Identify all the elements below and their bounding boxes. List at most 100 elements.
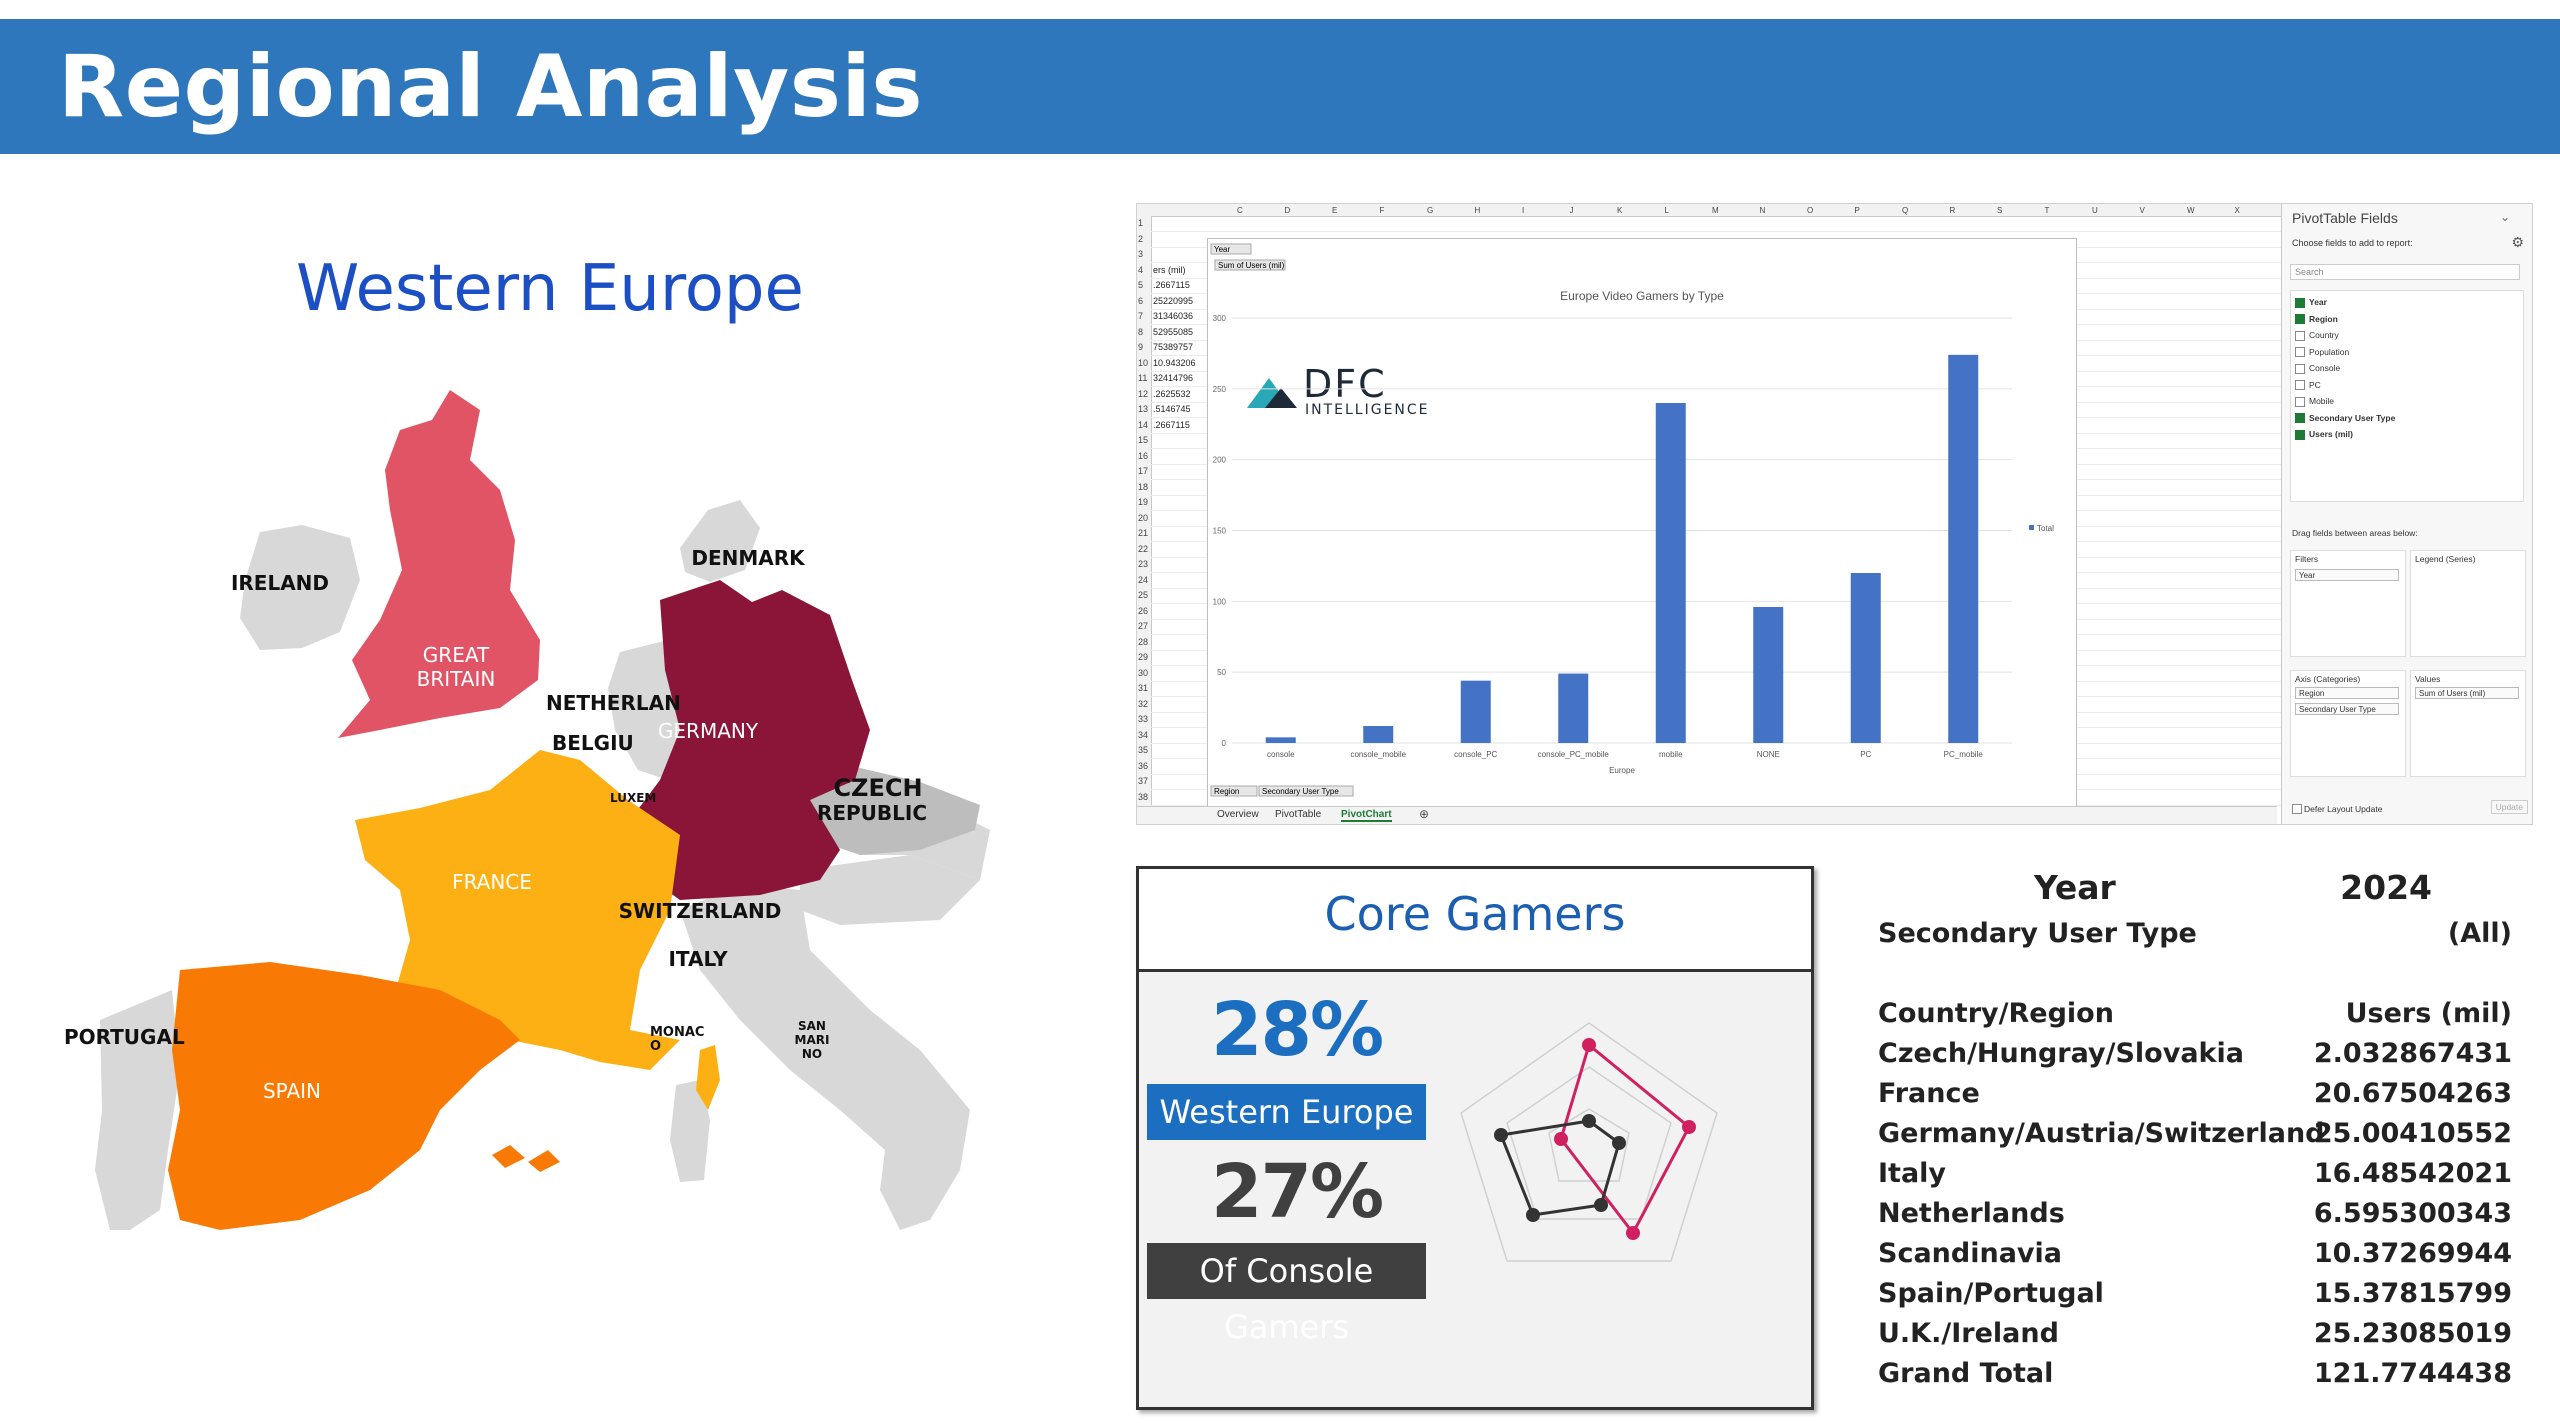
checkbox[interactable] — [2295, 429, 2305, 440]
cell-value[interactable]: 31346036 — [1153, 311, 1194, 321]
cell-value[interactable]: 75389757 — [1153, 342, 1194, 352]
column-letter[interactable]: J — [1570, 206, 1574, 215]
great-britain-shape — [338, 390, 540, 738]
checkbox[interactable] — [2295, 363, 2305, 374]
bar-console_PC[interactable] — [1460, 680, 1491, 743]
sheet-tab-pivotchart[interactable]: PivotChart — [1341, 809, 1392, 822]
column-letter[interactable]: P — [1855, 206, 1860, 215]
users-cell: 10.37269944 — [2313, 1238, 2512, 1269]
sheet-tab-overview[interactable]: Overview — [1217, 809, 1259, 820]
bar-PC_mobile[interactable] — [1948, 354, 1979, 743]
values-area[interactable]: Values Sum of Users (mil) — [2410, 670, 2526, 777]
bar-console_mobile[interactable] — [1363, 726, 1394, 743]
row-number: 10 — [1138, 357, 1149, 368]
gridline — [1151, 231, 2281, 232]
cell-value[interactable]: .2625532 — [1153, 388, 1191, 399]
map-label-czech-1: CZECH — [833, 774, 922, 802]
bar-console[interactable] — [1265, 737, 1296, 743]
column-letter[interactable]: T — [2045, 206, 2050, 215]
column-letter[interactable]: Q — [1902, 206, 1908, 215]
core-gamers-header: Core Gamers — [1139, 869, 1811, 972]
update-button[interactable]: Update — [2490, 800, 2528, 814]
column-letter[interactable]: S — [1997, 206, 2002, 215]
region-cell: Czech/Hungray/Slovakia — [1878, 1038, 2244, 1069]
gear-icon[interactable]: ⚙ — [2511, 234, 2524, 250]
column-letter[interactable]: U — [2092, 206, 2098, 215]
add-sheet-icon[interactable]: ⊕ — [1419, 807, 1430, 821]
bar-PC[interactable] — [1850, 573, 1881, 743]
pivot-field-item[interactable]: Console — [2295, 363, 2340, 374]
column-letter[interactable]: G — [1427, 206, 1433, 215]
cell-value[interactable]: 52955085 — [1153, 326, 1194, 337]
checkbox[interactable] — [2295, 396, 2305, 407]
column-letter[interactable]: R — [1950, 206, 1956, 215]
column-letter[interactable]: N — [1760, 206, 1766, 215]
cell-value[interactable]: .2667115 — [1153, 419, 1190, 430]
values-item-sum-users[interactable]: Sum of Users (mil) — [2415, 687, 2519, 699]
checkbox[interactable] — [2295, 380, 2305, 391]
checkbox[interactable] — [2295, 314, 2305, 325]
column-letter[interactable]: H — [1475, 206, 1481, 215]
stat-console-gamers-value: 27% — [1211, 1149, 1384, 1235]
sheet-tab-pivottable[interactable]: PivotTable — [1275, 809, 1322, 820]
cell-value[interactable]: .2667115 — [1153, 280, 1190, 290]
column-letter[interactable]: E — [1332, 206, 1337, 215]
column-letter[interactable]: K — [1617, 206, 1623, 215]
checkbox[interactable] — [2295, 413, 2305, 424]
pivot-field-item[interactable]: Region — [2295, 314, 2338, 325]
pivot-field-item[interactable]: Year — [2295, 297, 2327, 308]
users-cell: 6.595300343 — [2313, 1198, 2512, 1229]
column-letter[interactable]: V — [2140, 206, 2146, 215]
axis-item-region[interactable]: Region — [2295, 687, 2399, 699]
filters-area-title: Filters — [2295, 554, 2319, 564]
pivot-search-input[interactable]: Search — [2290, 264, 2520, 280]
pivot-field-item[interactable]: Users (mil) — [2295, 429, 2353, 440]
map-label-denmark: DENMARK — [691, 546, 806, 570]
pivot-field-item[interactable]: Mobile — [2295, 396, 2334, 407]
cell-value[interactable]: ers (mil) — [1153, 264, 1186, 275]
close-icon[interactable]: ⌄ — [2499, 210, 2510, 224]
axis-item-secondary-user-type[interactable]: Secondary User Type — [2295, 703, 2399, 715]
row-number: 15 — [1138, 435, 1149, 445]
portugal-shape — [95, 990, 180, 1230]
axis-area[interactable]: Axis (Categories) Region Secondary User … — [2290, 670, 2406, 777]
column-letter[interactable]: L — [1665, 206, 1670, 215]
filter-region: Region — [1214, 787, 1239, 796]
column-letter[interactable]: D — [1285, 206, 1291, 215]
column-letter[interactable]: O — [1807, 206, 1813, 215]
filter-sum-of-users: Sum of Users (mil) — [1218, 261, 1285, 270]
region-cell: Spain/Portugal — [1878, 1278, 2104, 1309]
filter-secondary-user-type: Secondary User Type — [1262, 787, 1339, 796]
column-letter[interactable]: I — [1522, 206, 1524, 215]
cell-value[interactable]: .5146745 — [1153, 404, 1191, 414]
column-letter[interactable]: C — [1237, 206, 1243, 215]
column-letter[interactable]: W — [2187, 206, 2195, 215]
year-value: 2024 — [2340, 868, 2432, 907]
pivot-field-item[interactable]: Population — [2295, 347, 2349, 358]
cell-value[interactable]: 10.943206 — [1153, 357, 1196, 368]
bar-console_PC_mobile[interactable] — [1558, 673, 1589, 743]
checkbox[interactable] — [2295, 347, 2305, 358]
bar-mobile[interactable] — [1655, 403, 1686, 743]
defer-layout-checkbox[interactable] — [2292, 804, 2302, 814]
checkbox[interactable] — [2295, 330, 2305, 341]
cell-value[interactable]: 25220995 — [1153, 295, 1194, 306]
y-tick-label: 250 — [1213, 385, 1227, 394]
column-letter[interactable]: X — [2235, 206, 2241, 215]
cell-value[interactable]: 32414796 — [1153, 373, 1194, 383]
bar-NONE[interactable] — [1753, 607, 1784, 743]
row-number: 5 — [1138, 280, 1144, 290]
checkbox[interactable] — [2295, 297, 2305, 308]
legend-area[interactable]: Legend (Series) — [2410, 550, 2526, 657]
column-letter[interactable]: F — [1380, 206, 1385, 215]
sardinia-shape — [670, 1080, 710, 1182]
column-letter[interactable]: M — [1712, 206, 1719, 215]
filters-item-year[interactable]: Year — [2295, 569, 2399, 581]
filters-area[interactable]: Filters Year — [2290, 550, 2406, 657]
pivot-field-label: PC — [2309, 379, 2321, 390]
pivot-field-label: Population — [2309, 346, 2350, 357]
pivot-field-item[interactable]: PC — [2295, 380, 2321, 391]
pivot-field-item[interactable]: Country — [2295, 330, 2339, 341]
row-number: 22 — [1138, 543, 1149, 554]
pivot-field-item[interactable]: Secondary User Type — [2295, 413, 2395, 424]
